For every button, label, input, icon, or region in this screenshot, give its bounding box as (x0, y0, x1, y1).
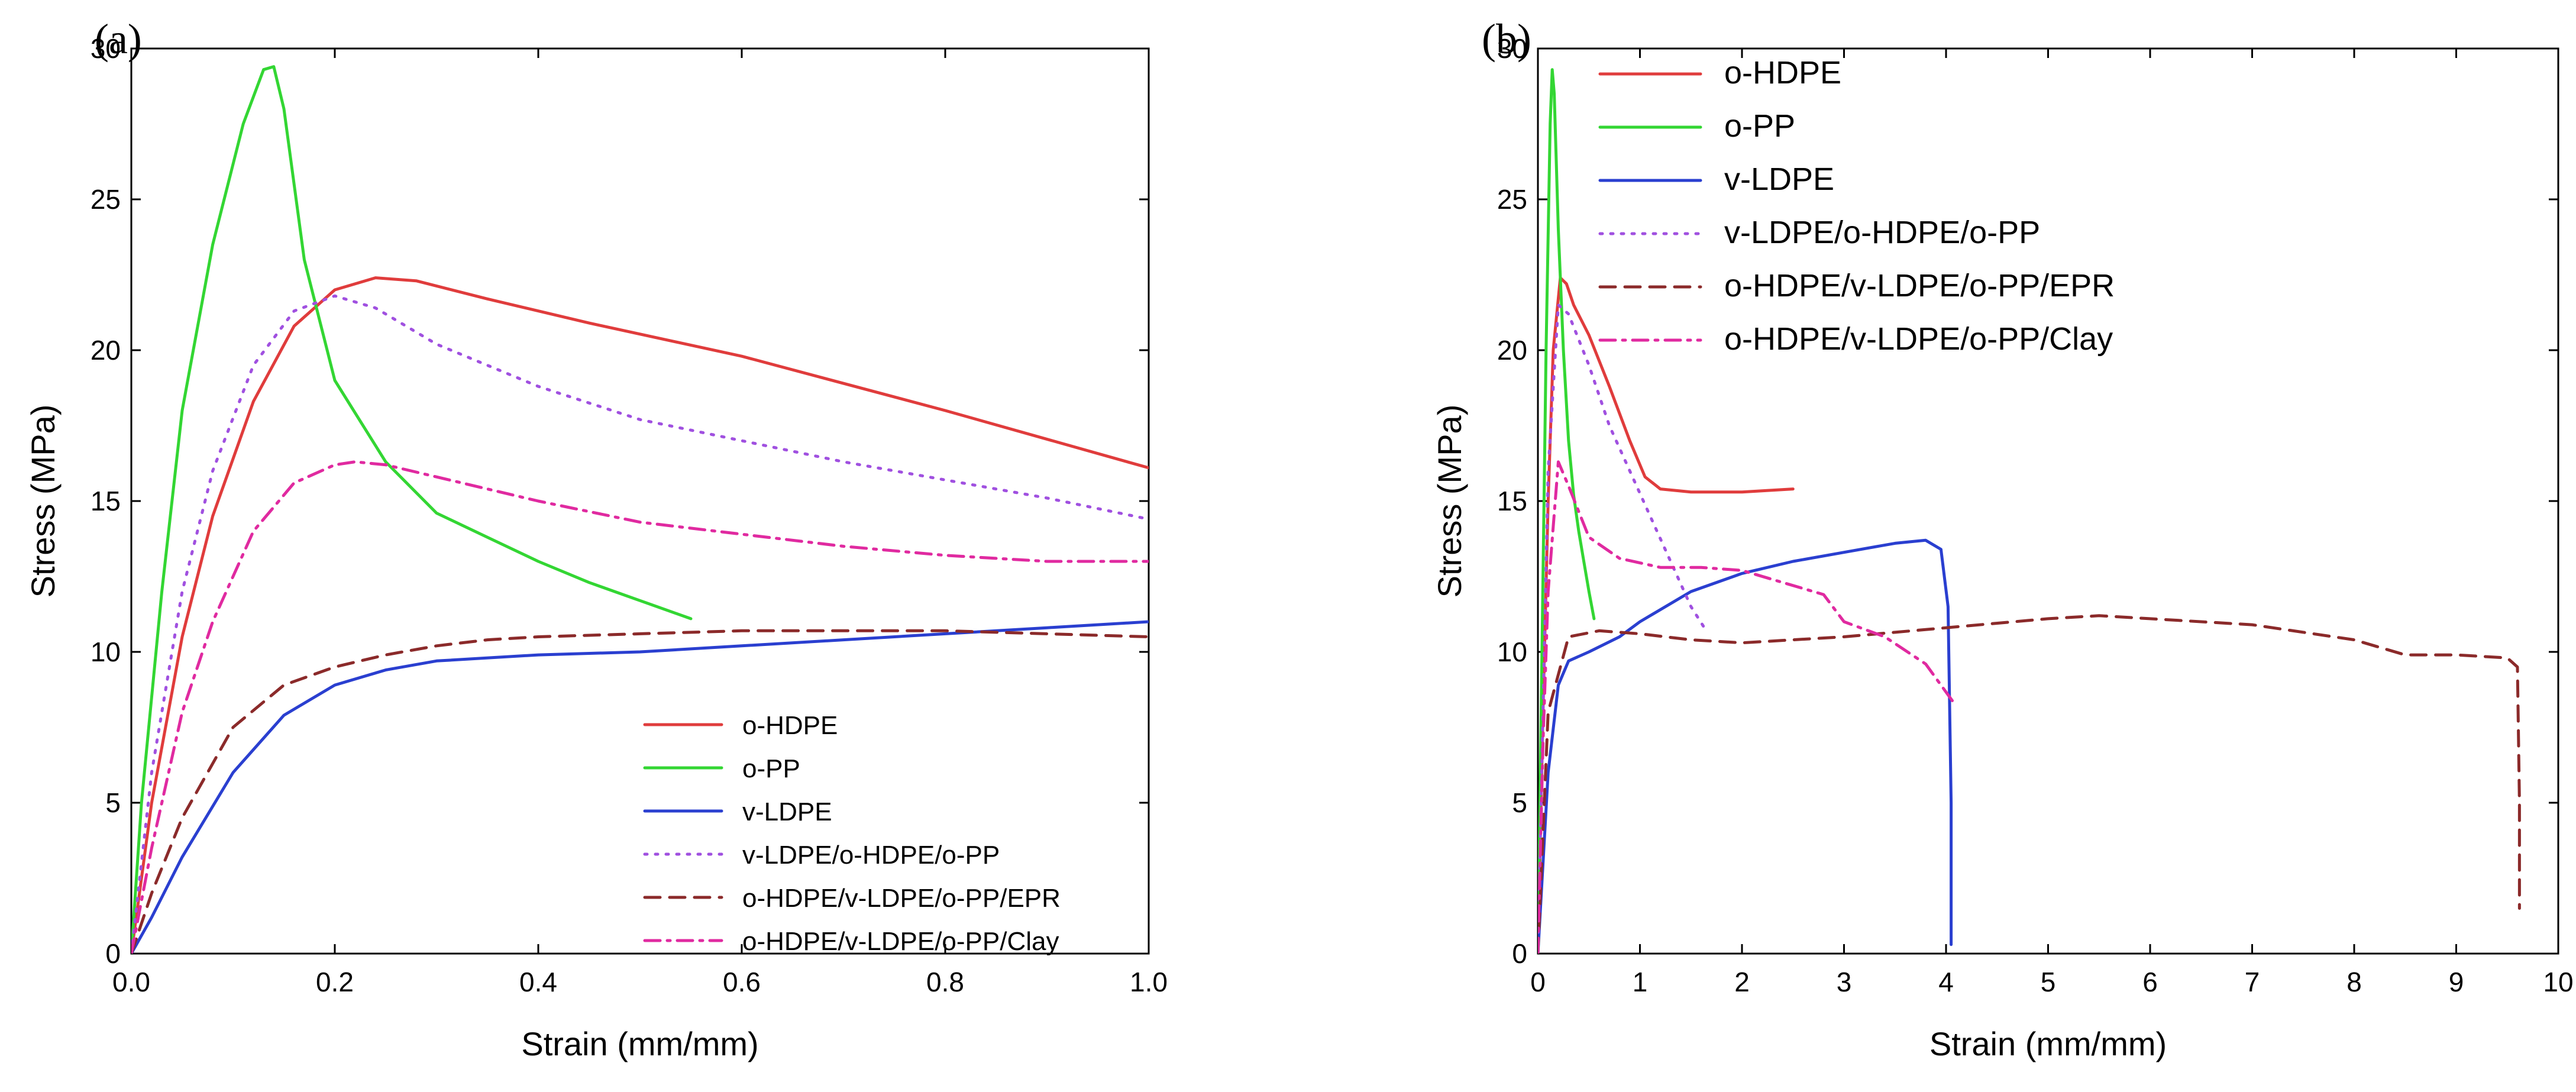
legend: o-HDPE o-PP v-LDPE v-LDPE/o-HDPE/o-PP o-HDPE… (1598, 55, 2115, 357)
series-line-o-hdpe-v-ldpe-o-pp-epr (1538, 614, 2521, 954)
legend-label: v-LDPE/o-HDPE/o-PP (742, 841, 1000, 870)
legend-label: o-HDPE/v-LDPE/o-PP/Clay (1724, 321, 2113, 357)
y-tick-label: 30 (1497, 33, 1527, 64)
legend-label: o-HDPE/v-LDPE/o-PP/EPR (742, 884, 1061, 913)
y-tick-label: 5 (105, 787, 121, 818)
y-tick-label: 20 (1497, 335, 1527, 366)
plot-frame (1537, 47, 2559, 955)
y-tick-label: 30 (91, 33, 121, 64)
x-tick-label: 8 (2346, 967, 2362, 997)
series-line-v-ldpe (1538, 538, 1953, 954)
y-tick-label: 25 (1497, 184, 1527, 215)
panel-label: (b) (1482, 15, 1531, 63)
legend-label: o-HDPE (742, 711, 838, 740)
x-tick-label: 1.0 (1130, 967, 1168, 997)
y-tick-label: 10 (91, 637, 121, 667)
x-tick-label: 0.2 (316, 967, 354, 997)
series-line-o-pp (1538, 68, 1596, 954)
legend-label: o-PP (1724, 108, 1795, 144)
x-axis-title: Strain (mm/mm) (1929, 1025, 2167, 1062)
x-tick-label: 9 (2449, 967, 2464, 997)
legend-label: v-LDPE/o-HDPE/o-PP (1724, 215, 2040, 250)
legend-label: v-LDPE (1724, 161, 1834, 197)
legend-label: o-PP (742, 754, 800, 783)
series-line-o-hdpe (1538, 276, 1795, 954)
y-tick-label: 10 (1497, 637, 1527, 667)
y-axis-title: Stress (MPa) (24, 405, 62, 598)
x-tick-label: 0.0 (112, 967, 150, 997)
series-line-o-hdpe-v-ldpe-o-pp-clay (131, 460, 1149, 954)
x-tick-label: 0.4 (519, 967, 557, 997)
y-axis-title: Stress (MPa) (1431, 405, 1468, 598)
x-tick-label: 4 (1938, 967, 1954, 997)
series-line-v-ldpe (131, 620, 1149, 954)
x-tick-label: 0.8 (926, 967, 964, 997)
legend-label: o-HDPE/v-LDPE/o-PP/Clay (742, 927, 1059, 956)
x-tick-label: 2 (1734, 967, 1750, 997)
series-line-v-ldpe-o-hdpe-o-pp (1538, 303, 1708, 954)
legend: o-HDPE o-PP v-LDPE v-LDPE/o-HDPE/o-PP o-HDPE… (643, 711, 1061, 956)
series-line-o-pp (131, 65, 693, 954)
chart-panel-a: (a) 0 5 10 15 20 25 30 0.0 0.2 0.4 0.6 0.8 1.0 Strain … (24, 15, 1168, 1062)
x-axis-title: Strain (mm/mm) (521, 1025, 758, 1062)
panel-label: (a) (95, 15, 142, 63)
series-line-o-hdpe-v-ldpe-o-pp-epr (131, 629, 1149, 954)
series-line-o-hdpe-v-ldpe-o-pp-clay (1538, 460, 1958, 954)
legend-label: o-HDPE (1724, 55, 1841, 91)
y-tick-label: 5 (1512, 787, 1527, 818)
series-line-v-ldpe-o-hdpe-o-pp (131, 294, 1149, 954)
x-tick-label: 5 (2041, 967, 2056, 997)
chart-panel-b: (b) 0 5 10 15 20 25 30 0 1 2 3 4 5 6 7 8 9 10 Strain (mm/mm… (1431, 15, 2574, 1062)
x-tick-label: 0.6 (723, 967, 761, 997)
y-tick-label: 0 (105, 938, 121, 969)
x-tick-label: 0 (1530, 967, 1546, 997)
x-tick-label: 3 (1837, 967, 1852, 997)
y-tick-label: 0 (1512, 938, 1527, 969)
y-tick-label: 20 (91, 335, 121, 366)
series-line-o-hdpe (131, 276, 1149, 954)
legend-label: v-LDPE (742, 797, 832, 826)
x-tick-label: 1 (1633, 967, 1648, 997)
plot-frame (130, 47, 1150, 955)
x-tick-label: 7 (2245, 967, 2260, 997)
y-tick-label: 25 (91, 184, 121, 215)
x-tick-label: 6 (2142, 967, 2158, 997)
legend-label: o-HDPE/v-LDPE/o-PP/EPR (1724, 268, 2115, 303)
y-tick-label: 15 (1497, 486, 1527, 516)
x-tick-label: 10 (2543, 967, 2573, 997)
y-tick-label: 15 (91, 486, 121, 516)
